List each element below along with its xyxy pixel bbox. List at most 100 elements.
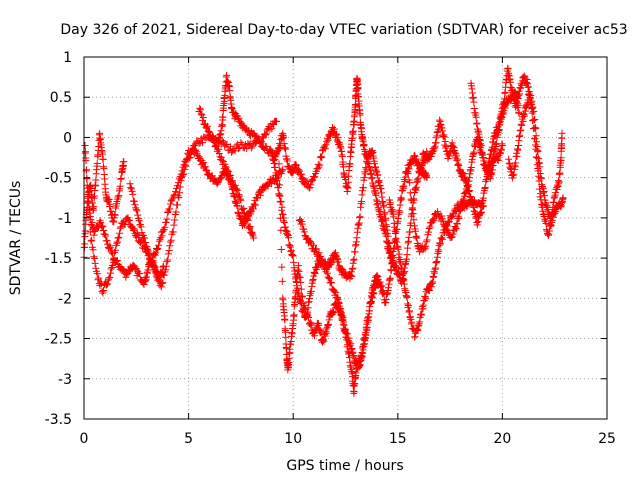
data-point <box>223 71 231 79</box>
data-point <box>323 265 331 273</box>
data-point <box>256 138 264 146</box>
data-point <box>166 205 174 213</box>
data-point <box>531 116 539 124</box>
data-point <box>302 305 310 313</box>
data-point <box>473 221 481 229</box>
y-tick-label: 1 <box>63 50 72 66</box>
data-point <box>318 154 326 162</box>
data-point <box>447 234 455 242</box>
data-point <box>235 114 243 122</box>
data-point <box>178 174 186 182</box>
data-point <box>452 224 460 232</box>
data-point <box>555 178 563 186</box>
data-point <box>558 129 566 137</box>
data-point <box>334 258 342 266</box>
data-point <box>280 134 288 142</box>
data-point <box>285 234 293 242</box>
data-point <box>410 216 418 224</box>
data-point <box>163 258 171 266</box>
data-point <box>520 112 528 120</box>
data-point <box>315 249 323 257</box>
data-point <box>85 199 93 207</box>
data-point <box>449 230 457 238</box>
data-point <box>214 179 222 187</box>
y-tick-label: -2 <box>58 291 72 307</box>
data-point <box>532 132 540 140</box>
data-point <box>116 229 124 237</box>
data-point <box>176 189 184 197</box>
data-point <box>557 154 565 162</box>
data-point <box>170 221 178 229</box>
data-point <box>243 145 251 153</box>
data-point <box>532 125 540 133</box>
data-point <box>113 238 121 246</box>
data-point <box>513 152 521 160</box>
data-point <box>81 142 89 150</box>
data-point <box>277 245 285 253</box>
data-point <box>286 348 294 356</box>
y-tick-label: -0.5 <box>45 171 72 187</box>
data-point <box>325 275 333 283</box>
data-point <box>157 234 165 242</box>
data-point <box>449 142 457 150</box>
data-point <box>92 176 100 184</box>
data-point <box>465 187 473 195</box>
data-point <box>162 218 170 226</box>
data-point <box>149 258 157 266</box>
data-point <box>155 241 163 249</box>
data-point <box>95 274 103 282</box>
chart-title: Day 326 of 2021, Sidereal Day-to-day VTE… <box>60 22 627 38</box>
series-satellite-track-5 <box>195 104 287 230</box>
data-point <box>225 172 233 180</box>
data-point <box>290 311 298 319</box>
data-point <box>217 154 225 162</box>
data-point <box>134 211 142 219</box>
data-points <box>80 64 567 397</box>
data-point <box>445 218 453 226</box>
data-point <box>398 264 406 272</box>
data-point <box>445 218 453 226</box>
data-point <box>206 128 214 136</box>
data-point <box>282 345 290 353</box>
data-point <box>323 138 331 146</box>
data-point <box>330 287 338 295</box>
data-point <box>356 213 364 221</box>
data-point <box>479 154 487 162</box>
data-point <box>224 167 232 175</box>
data-point <box>268 125 276 133</box>
data-point <box>259 186 267 194</box>
data-point <box>94 152 102 160</box>
series-satellite-track-8 <box>275 145 431 397</box>
data-point <box>275 181 283 189</box>
data-point <box>167 236 175 244</box>
data-point <box>429 216 437 224</box>
data-point <box>407 219 415 227</box>
data-point <box>175 194 183 202</box>
data-point <box>96 282 104 290</box>
data-point <box>403 251 411 259</box>
data-point <box>316 161 324 169</box>
data-point <box>317 153 325 161</box>
data-point <box>519 117 527 125</box>
data-point <box>98 223 106 231</box>
data-point <box>408 196 416 204</box>
data-point <box>498 141 506 149</box>
data-point <box>89 246 97 254</box>
data-point <box>296 273 304 281</box>
data-point <box>364 153 372 161</box>
data-point <box>517 126 525 134</box>
data-point <box>516 90 524 98</box>
data-point <box>255 134 263 142</box>
data-point <box>136 269 144 277</box>
data-point <box>515 109 523 117</box>
data-point <box>152 269 160 277</box>
data-point <box>282 333 290 341</box>
data-point <box>470 98 478 106</box>
data-point <box>160 271 168 279</box>
series-satellite-track-6 <box>214 71 287 163</box>
data-point <box>156 235 164 243</box>
data-point <box>99 222 107 230</box>
data-point <box>157 283 165 291</box>
data-point <box>130 197 138 205</box>
data-point <box>236 195 244 203</box>
